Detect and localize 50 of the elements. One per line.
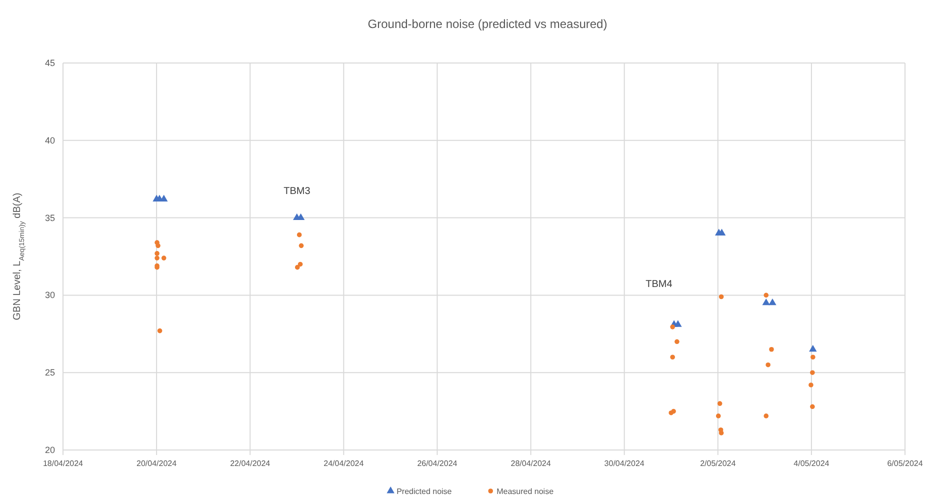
point [808, 382, 814, 388]
point [154, 251, 160, 256]
point [671, 408, 676, 414]
x-tick-label: 20/04/2024 [136, 459, 178, 468]
point [718, 430, 724, 436]
x-tick-label: 24/04/2024 [324, 459, 364, 468]
annotation: TBM3 [284, 186, 311, 197]
point [674, 320, 682, 327]
point [810, 354, 816, 360]
point [768, 298, 776, 306]
x-tick-label: 30/04/2024 [604, 459, 645, 468]
x-tick-label: 26/04/2024 [417, 459, 458, 468]
point [766, 362, 770, 368]
point [670, 354, 675, 360]
x-tick-label: 2/05/2024 [700, 459, 736, 468]
point [154, 256, 160, 260]
point [809, 344, 817, 352]
point [296, 232, 302, 238]
legend-label: Measured noise [496, 487, 554, 496]
x-tick-label: 28/04/2024 [510, 459, 552, 468]
point [670, 324, 675, 330]
point [764, 414, 769, 418]
legend-label: Predicted noise [396, 487, 452, 496]
point [298, 243, 304, 248]
x-tick-label: 22/04/2024 [230, 459, 271, 468]
point [161, 256, 166, 260]
point [769, 346, 774, 352]
point [762, 298, 770, 306]
chart-title: Ground-borne noise (predicted vs measured) [368, 17, 608, 31]
point [717, 401, 722, 406]
y-tick-label: 25 [44, 368, 55, 378]
point [764, 292, 769, 298]
y-tick-label: 40 [44, 135, 55, 146]
y-tick-label: 20 [44, 445, 55, 455]
point [810, 404, 815, 410]
point [157, 328, 162, 334]
point [294, 264, 300, 270]
point [156, 243, 160, 248]
point [810, 370, 815, 375]
x-tick-label: 6/05/2024 [887, 459, 924, 468]
y-tick-label: 30 [44, 290, 55, 300]
y-tick-label: 35 [44, 212, 55, 223]
point [674, 339, 680, 344]
point [298, 262, 303, 267]
x-tick-label: 18/04/2024 [42, 459, 84, 468]
point [716, 414, 721, 418]
annotation: TBM4 [646, 279, 673, 290]
y-tick-label: 45 [44, 58, 55, 68]
x-tick-label: 4/05/2024 [794, 459, 830, 468]
point [718, 294, 724, 300]
